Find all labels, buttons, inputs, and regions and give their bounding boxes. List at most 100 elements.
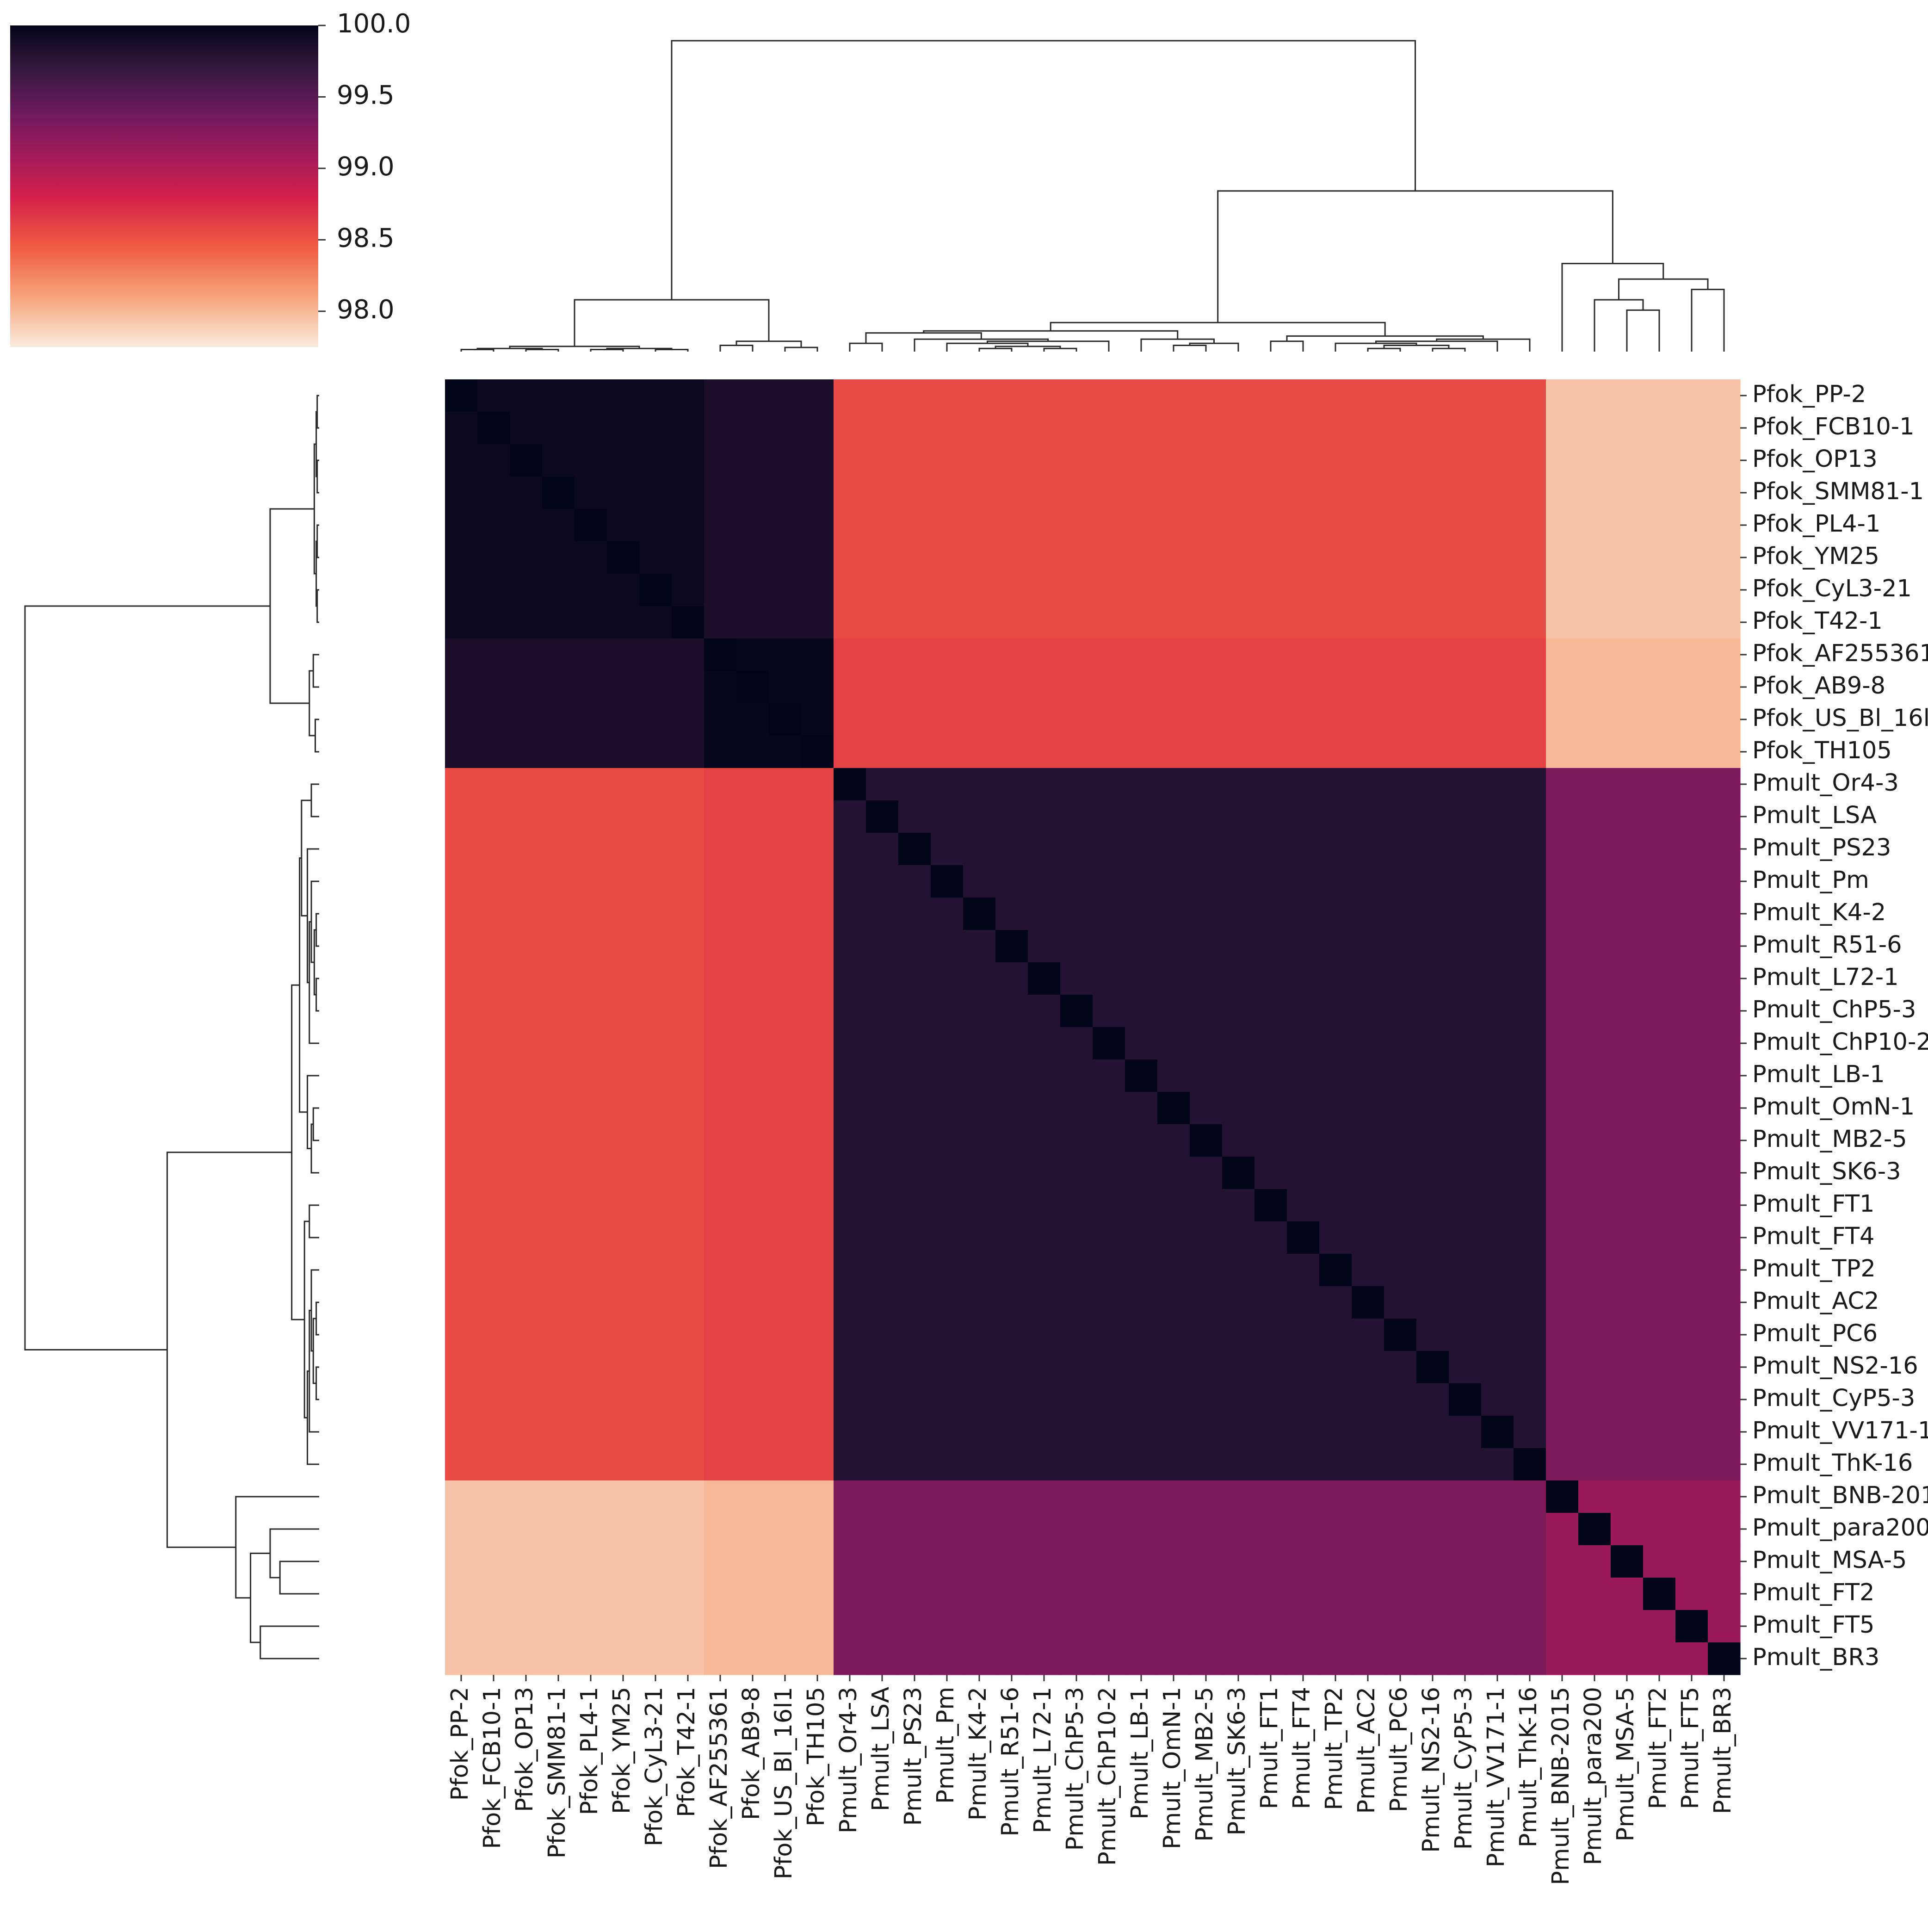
x-tick-label-pmult-bnb-2015: Pmult_BNB-2015 — [1547, 1687, 1575, 1885]
heatmap-cell — [834, 865, 866, 898]
x-tick-label-pmult-mb2-5: Pmult_MB2-5 — [1191, 1687, 1218, 1842]
heatmap-cell — [1416, 962, 1449, 995]
heatmap-cell — [1060, 1383, 1093, 1416]
heatmap-cell — [1481, 671, 1514, 704]
heatmap-cell — [1578, 509, 1611, 542]
heatmap-cell — [1254, 671, 1287, 704]
heatmap-cell — [931, 1092, 964, 1125]
heatmap-cell — [866, 898, 899, 930]
heatmap-cell — [736, 962, 769, 995]
heatmap-cell — [1190, 800, 1223, 833]
heatmap-cell — [1449, 930, 1482, 963]
heatmap-cell — [769, 1124, 802, 1157]
heatmap-cell — [769, 1286, 802, 1319]
heatmap-cell — [931, 606, 964, 639]
heatmap-cell — [1254, 541, 1287, 574]
heatmap-cell — [1157, 800, 1190, 833]
heatmap-cell — [834, 1351, 866, 1384]
heatmap-cell — [1416, 574, 1449, 607]
heatmap-cell — [995, 444, 1028, 477]
heatmap-cell — [1611, 1351, 1644, 1384]
heatmap-cell — [1222, 541, 1255, 574]
x-tick-label-pmult-r51-6: Pmult_R51-6 — [997, 1687, 1024, 1837]
heatmap-cell — [639, 995, 672, 1028]
heatmap-cell — [834, 1221, 866, 1254]
heatmap-cell — [1287, 703, 1320, 736]
heatmap-cell — [1190, 1319, 1223, 1351]
heatmap-cell — [1611, 1383, 1644, 1416]
heatmap-cell — [1190, 1027, 1223, 1060]
heatmap-cell — [801, 1448, 834, 1481]
heatmap-cell — [575, 1286, 607, 1319]
heatmap-cell — [704, 1221, 737, 1254]
heatmap-cell — [834, 703, 866, 736]
heatmap-cell — [1319, 541, 1352, 574]
heatmap-cell — [1708, 1059, 1741, 1092]
heatmap-cell — [736, 1059, 769, 1092]
heatmap-cell — [542, 1189, 575, 1222]
heatmap-cell — [963, 865, 996, 898]
heatmap-cell — [607, 768, 640, 801]
heatmap-cell — [834, 962, 866, 995]
heatmap-cell — [510, 1578, 543, 1610]
heatmap-cell — [1675, 444, 1708, 477]
heatmap-cell — [1546, 1189, 1579, 1222]
heatmap-cell — [542, 768, 575, 801]
heatmap-cell — [1254, 1221, 1287, 1254]
heatmap-cell — [1514, 1027, 1546, 1060]
heatmap-cell — [995, 1059, 1028, 1092]
heatmap-cell — [477, 1189, 510, 1222]
heatmap-cell — [898, 1124, 931, 1157]
heatmap-cell — [1611, 930, 1644, 963]
heatmap-cell — [995, 574, 1028, 607]
heatmap-cell — [995, 1513, 1028, 1546]
heatmap-cell — [1157, 898, 1190, 930]
heatmap-cell — [931, 509, 964, 542]
heatmap-cell — [931, 1254, 964, 1287]
heatmap-cell — [866, 1383, 899, 1416]
heatmap-cell — [1222, 1221, 1255, 1254]
heatmap-cell — [1384, 1416, 1417, 1449]
colorbar-bar — [10, 25, 318, 347]
heatmap-cell — [1416, 1254, 1449, 1287]
heatmap-cell — [445, 541, 478, 574]
y-tick-label-pmult-msa-5: Pmult_MSA-5 — [1752, 1547, 1907, 1574]
heatmap-cell — [1449, 995, 1482, 1028]
heatmap-cell — [1093, 1513, 1125, 1546]
heatmap-cell — [1416, 379, 1449, 412]
heatmap-cell — [1287, 509, 1320, 542]
heatmap-cell — [1157, 703, 1190, 736]
heatmap-cell — [1416, 444, 1449, 477]
heatmap-cell — [931, 1480, 964, 1513]
heatmap-cell — [445, 1157, 478, 1189]
heatmap-cell — [510, 800, 543, 833]
heatmap-cell — [510, 962, 543, 995]
heatmap-cell — [704, 703, 737, 736]
heatmap-cell — [1060, 1124, 1093, 1157]
y-tick-label-pmult-ac2: Pmult_AC2 — [1752, 1288, 1879, 1315]
heatmap-cell — [1287, 1416, 1320, 1449]
heatmap-cell — [1093, 1027, 1125, 1060]
heatmap-cell — [1319, 1416, 1352, 1449]
heatmap-cell — [1028, 1189, 1061, 1222]
heatmap-cell — [1157, 1513, 1190, 1546]
heatmap-cell — [477, 930, 510, 963]
heatmap-cell — [1254, 1351, 1287, 1384]
heatmap-cell — [769, 1545, 802, 1578]
heatmap-cell — [477, 736, 510, 768]
heatmap-cell — [672, 379, 704, 412]
heatmap-cell — [1708, 1448, 1741, 1481]
y-tick-label-pmult-lb-1: Pmult_LB-1 — [1752, 1061, 1885, 1088]
heatmap-cell — [542, 606, 575, 639]
heatmap-cell — [1125, 671, 1158, 704]
heatmap-cell — [639, 509, 672, 542]
heatmap-cell — [575, 1319, 607, 1351]
top-dendrogram — [460, 40, 1725, 352]
heatmap-cell — [575, 1124, 607, 1157]
heatmap-cell — [1416, 1157, 1449, 1189]
heatmap-cell — [1028, 412, 1061, 445]
heatmap-cell — [1028, 1124, 1061, 1157]
heatmap-cell — [1222, 412, 1255, 445]
heatmap-cell — [639, 1027, 672, 1060]
heatmap-cell — [704, 1157, 737, 1189]
